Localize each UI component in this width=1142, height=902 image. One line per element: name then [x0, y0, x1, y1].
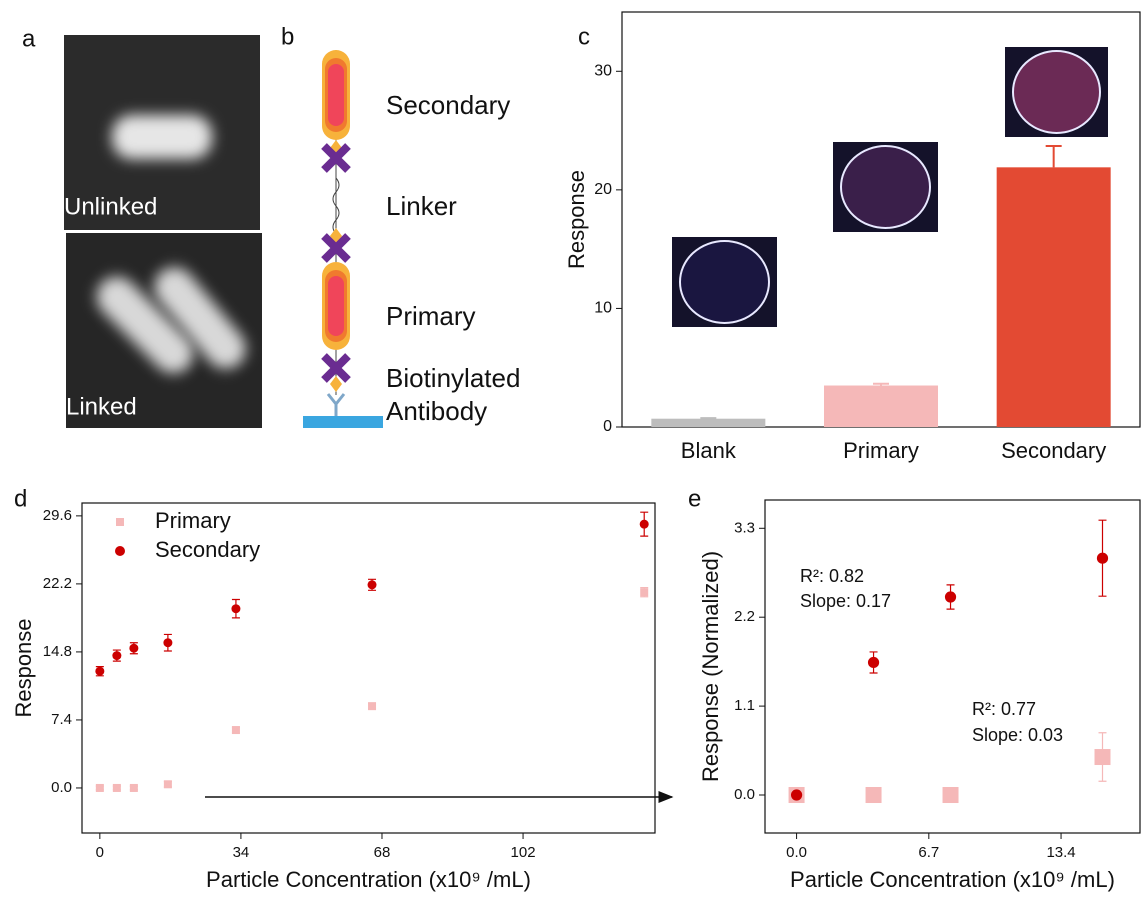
marker [368, 702, 376, 710]
marker [231, 604, 240, 613]
y-tick-label: 10 [594, 300, 612, 317]
inset-photo-outline [1013, 51, 1100, 133]
y-tick-label: 29.6 [43, 507, 72, 524]
panel-label: d [14, 485, 27, 512]
marker [130, 784, 138, 792]
marker [1095, 749, 1111, 765]
x-tick-label: 0.0 [786, 844, 807, 861]
marker [640, 520, 649, 529]
legend-label: Primary [155, 508, 231, 533]
y-axis-title: Response [564, 170, 589, 269]
panel-label: e [688, 485, 701, 512]
y-tick-label: 3.3 [734, 519, 755, 536]
marker [232, 726, 240, 734]
x-tick-label: Secondary [1001, 438, 1106, 463]
marker [95, 667, 104, 676]
y-tick-label: 7.4 [51, 711, 72, 728]
marker [96, 784, 104, 792]
x-tick-label: Primary [843, 438, 919, 463]
marker [368, 580, 377, 589]
y-tick-label: 20 [594, 181, 612, 198]
annotation: Slope: 0.17 [800, 591, 891, 611]
x-tick-label: 13.4 [1046, 844, 1075, 861]
legend-marker [115, 546, 125, 556]
y-tick-label: 14.8 [43, 643, 72, 660]
x-tick-label: 6.7 [918, 844, 939, 861]
error-bar [873, 384, 889, 386]
panel-label: c [578, 23, 590, 50]
annotation: R²: 0.82 [800, 566, 864, 586]
y-axis-title: Response (Normalized) [698, 551, 723, 782]
legend-label: Secondary [155, 537, 260, 562]
part-label: Primary [386, 301, 476, 331]
marker [866, 787, 882, 803]
marker [945, 591, 956, 602]
marker [868, 657, 879, 668]
marker [943, 787, 959, 803]
annotation: Slope: 0.03 [972, 725, 1063, 745]
image-label: Unlinked [64, 193, 157, 220]
image-label: Linked [66, 393, 137, 420]
part-label: Antibody [386, 396, 487, 426]
linker-diagram [303, 50, 383, 428]
y-tick-label: 2.2 [734, 608, 755, 625]
x-axis-title: Particle Concentration (x10⁹ /mL) [790, 867, 1115, 892]
x-tick-label: 68 [374, 844, 391, 861]
x-tick-label: Blank [681, 438, 737, 463]
y-tick-label: 0 [603, 418, 612, 435]
y-tick-label: 1.1 [734, 697, 755, 714]
y-tick-label: 30 [594, 63, 612, 80]
panel-label: a [22, 25, 36, 52]
y-tick-label: 0.0 [734, 786, 755, 803]
x-tick-label: 0 [96, 844, 104, 861]
marker [113, 784, 121, 792]
marker [164, 780, 172, 788]
x-tick-label: 34 [233, 844, 250, 861]
x-axis-title: Particle Concentration (x10⁹ /mL) [206, 867, 531, 892]
panel-label: b [281, 23, 294, 50]
inset-photo-outline [680, 241, 769, 323]
marker [163, 638, 172, 647]
figure: a Unlinked Linked b Secondary Linker Pri… [0, 0, 1142, 902]
marker [1097, 553, 1108, 564]
marker [112, 651, 121, 660]
bar [651, 419, 765, 427]
marker [791, 789, 802, 800]
error-bar [700, 418, 716, 419]
y-tick-label: 22.2 [43, 575, 72, 592]
marker [129, 644, 138, 653]
bar [824, 386, 938, 428]
marker [640, 588, 648, 596]
inset-photo-outline [841, 146, 930, 228]
part-label: Biotinylated [386, 363, 520, 393]
x-tick-label: 102 [511, 844, 536, 861]
y-tick-label: 0.0 [51, 779, 72, 796]
annotation: R²: 0.77 [972, 699, 1036, 719]
bar [997, 167, 1111, 427]
plot-frame [765, 500, 1140, 833]
error-bar [1046, 146, 1062, 167]
part-label: Secondary [386, 90, 510, 120]
y-axis-title: Response [11, 618, 36, 717]
legend-marker [116, 518, 124, 526]
part-label: Linker [386, 191, 457, 221]
